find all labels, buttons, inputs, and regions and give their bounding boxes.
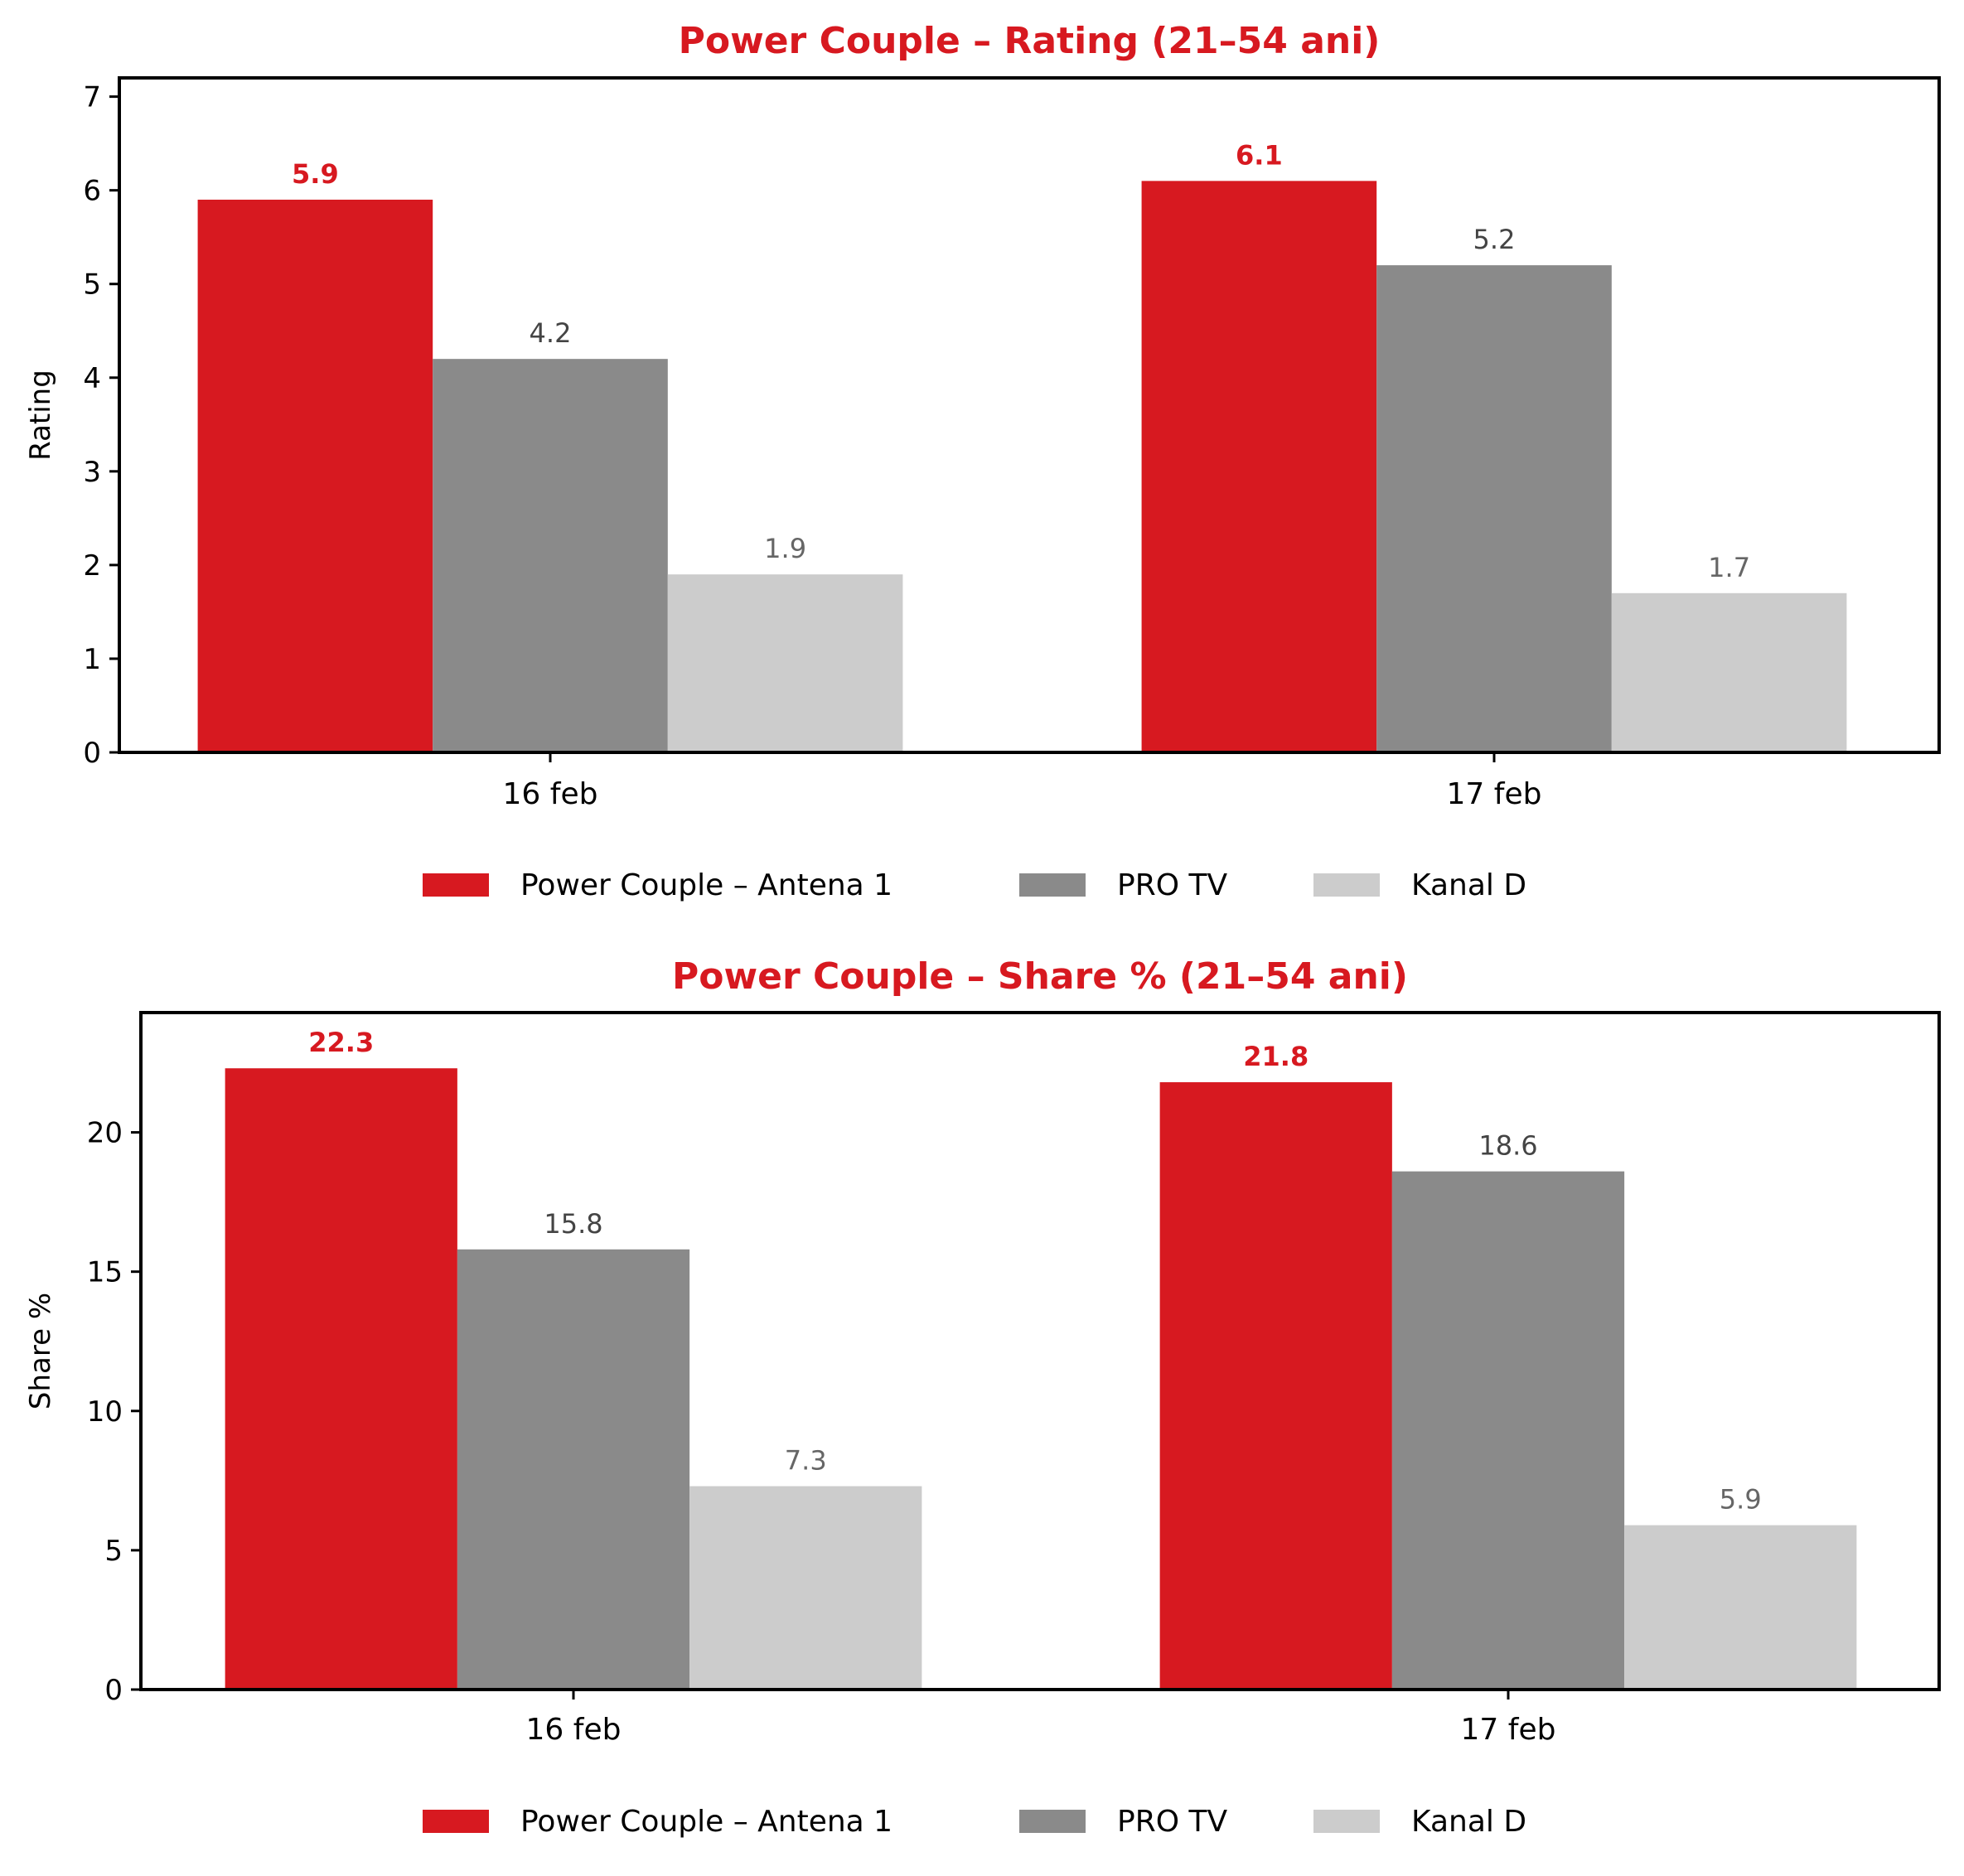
bar bbox=[433, 359, 668, 752]
bar-value-label: 18.6 bbox=[1478, 1130, 1537, 1162]
legend-swatch bbox=[423, 873, 489, 897]
bar bbox=[1624, 1525, 1857, 1690]
y-tick-label: 20 bbox=[87, 1117, 123, 1150]
legend-label: Kanal D bbox=[1411, 1805, 1526, 1839]
chart-title: Power Couple – Rating (21–54 ani) bbox=[679, 20, 1381, 62]
bar-value-label: 5.9 bbox=[292, 158, 339, 190]
bar-value-label: 5.9 bbox=[1720, 1484, 1762, 1516]
y-tick-label: 4 bbox=[83, 362, 101, 395]
y-tick-label: 0 bbox=[104, 1674, 123, 1707]
plot-frame bbox=[118, 76, 1941, 754]
bar-value-label: 7.3 bbox=[785, 1445, 827, 1477]
legend-label: PRO TV bbox=[1117, 1805, 1227, 1839]
bar-value-label: 15.8 bbox=[544, 1208, 602, 1240]
bar bbox=[1391, 1171, 1625, 1690]
y-tick-label: 3 bbox=[83, 456, 101, 489]
x-tick-label: 16 feb bbox=[526, 1713, 622, 1747]
bar-value-label: 1.9 bbox=[764, 533, 806, 564]
bar-value-label: 6.1 bbox=[1236, 139, 1283, 171]
bar bbox=[689, 1486, 922, 1690]
y-tick-label: 15 bbox=[87, 1256, 123, 1289]
bar-value-label: 21.8 bbox=[1243, 1041, 1309, 1072]
legend-label: Kanal D bbox=[1411, 868, 1526, 902]
y-tick-label: 7 bbox=[83, 81, 101, 114]
y-axis-label: Rating bbox=[24, 370, 57, 461]
bar-value-label: 4.2 bbox=[530, 317, 572, 349]
legend-label: PRO TV bbox=[1117, 868, 1227, 902]
x-tick-label: 17 feb bbox=[1461, 1713, 1556, 1747]
legend-swatch bbox=[1313, 1810, 1380, 1833]
bar bbox=[457, 1249, 690, 1690]
legend-swatch bbox=[1313, 873, 1380, 897]
legend-swatch bbox=[1019, 873, 1086, 897]
bar bbox=[1159, 1082, 1392, 1690]
x-tick-label: 17 feb bbox=[1447, 777, 1542, 811]
bar bbox=[1141, 181, 1377, 753]
legend-label: Power Couple – Antena 1 bbox=[520, 1805, 893, 1839]
y-tick-label: 5 bbox=[83, 268, 101, 302]
bar-value-label: 22.3 bbox=[308, 1027, 374, 1058]
y-tick-label: 5 bbox=[104, 1535, 123, 1568]
chart-title: Power Couple – Share % (21–54 ani) bbox=[672, 955, 1408, 998]
y-tick-label: 0 bbox=[83, 737, 101, 770]
bar bbox=[1611, 592, 1847, 752]
y-tick-label: 6 bbox=[83, 175, 101, 208]
y-tick-label: 1 bbox=[83, 643, 101, 676]
legend-swatch bbox=[1019, 1810, 1086, 1833]
y-axis-label: Share % bbox=[24, 1293, 57, 1409]
bar-value-label: 5.2 bbox=[1473, 224, 1516, 255]
legend-swatch bbox=[423, 1810, 489, 1833]
legend-label: Power Couple – Antena 1 bbox=[520, 868, 893, 902]
bar bbox=[667, 574, 903, 752]
y-tick-label: 2 bbox=[83, 549, 101, 583]
bar bbox=[197, 199, 433, 752]
bar bbox=[225, 1068, 457, 1690]
plot-frame bbox=[139, 1011, 1941, 1691]
bar-value-label: 1.7 bbox=[1708, 552, 1750, 583]
x-tick-label: 16 feb bbox=[503, 777, 598, 811]
bar bbox=[1376, 265, 1612, 753]
y-tick-label: 10 bbox=[87, 1395, 123, 1429]
